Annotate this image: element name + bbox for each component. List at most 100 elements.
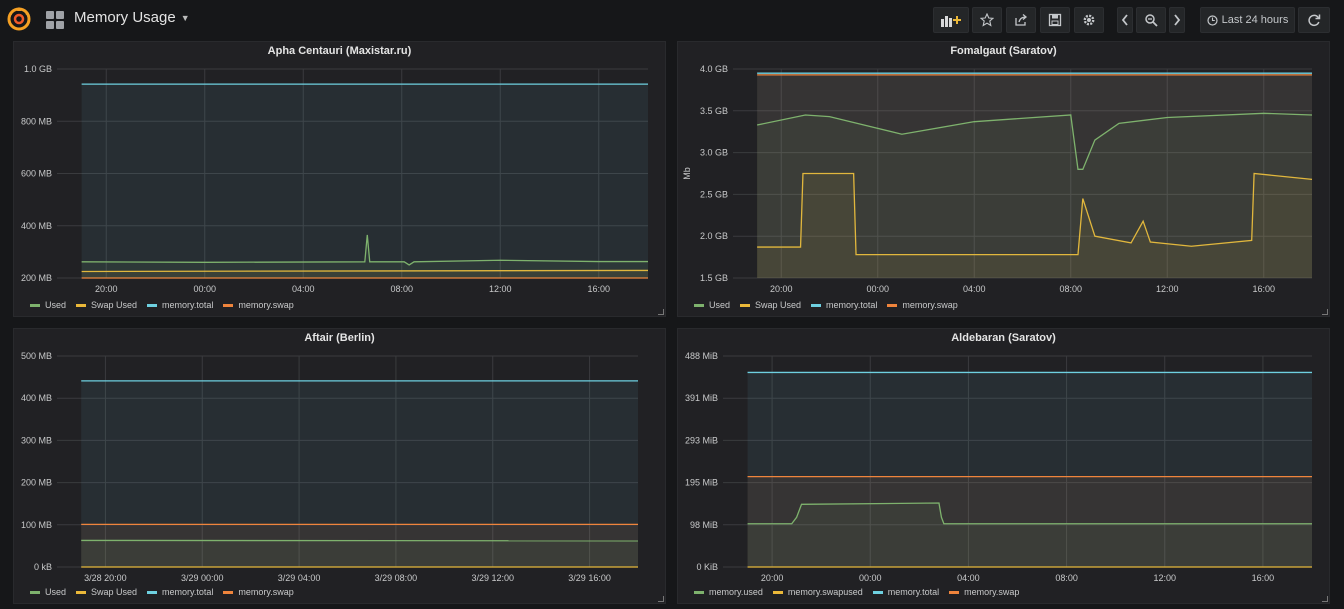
legend-item[interactable]: Swap Used — [740, 300, 801, 310]
series-area — [757, 74, 1312, 278]
legend-item[interactable]: memory.swap — [887, 300, 958, 310]
settings-button[interactable] — [1074, 7, 1104, 33]
x-tick-label: 00:00 — [193, 284, 216, 294]
panel-title[interactable]: Apha Centauri (Maxistar.ru) — [267, 45, 412, 57]
legend-item[interactable]: Used — [30, 300, 66, 310]
y-tick-label: 195 MiB — [685, 478, 718, 488]
x-tick-label: 3/29 00:00 — [181, 573, 224, 583]
graph-chart: 1.0 GB 800 MB 600 MB 400 MB 200 MB 20:00 00:00… — [21, 64, 649, 294]
y-tick-label: 98 MiB — [690, 520, 718, 530]
y-tick-label: 500 MB — [21, 351, 52, 361]
y-tick-label: 2.0 GB — [700, 231, 728, 241]
legend-item[interactable]: memory.total — [872, 587, 940, 597]
resize-handle[interactable] — [658, 596, 664, 602]
series-area — [757, 73, 1312, 279]
legend-swatch — [811, 303, 822, 307]
legend-swatch — [76, 590, 87, 594]
zoom-out-button[interactable] — [1136, 7, 1166, 33]
legend-label: memory.used — [709, 587, 763, 597]
x-tick-label: 16:00 — [587, 284, 610, 294]
x-tick-label: 08:00 — [390, 284, 413, 294]
series-area — [81, 270, 648, 278]
x-tick-label: 3/29 04:00 — [278, 573, 321, 583]
x-tick-label: 12:00 — [1156, 284, 1179, 294]
series-area — [81, 524, 639, 567]
refresh-button[interactable] — [1298, 7, 1330, 33]
x-tick-label: 00:00 — [859, 573, 882, 583]
time-forward-button[interactable] — [1169, 7, 1185, 33]
y-tick-label: 600 MB — [21, 169, 52, 179]
star-icon — [980, 13, 994, 27]
y-axis-label: Mb — [682, 167, 692, 180]
legend-item[interactable]: memory.swap — [223, 300, 294, 310]
graph-chart: 488 MiB 391 MiB 293 MiB 195 MiB 98 MiB 0 KiB 2… — [685, 351, 1312, 583]
graph-panel: Aldebaran (Saratov) 488 MiB 391 MiB 293 Mi… — [677, 328, 1330, 604]
legend-label: memory.total — [887, 587, 940, 597]
dashboard-title-dropdown[interactable]: Memory Usage ▼ — [74, 9, 190, 26]
share-button[interactable] — [1006, 7, 1036, 33]
panel-title[interactable]: Aftair (Berlin) — [304, 332, 375, 344]
legend-item[interactable]: Swap Used — [76, 300, 137, 310]
x-tick-label: 12:00 — [1153, 573, 1176, 583]
graph-chart: 4.0 GB 3.5 GB 3.0 GB 2.5 GB 2.0 GB 1.5 GB 20:0… — [682, 64, 1313, 294]
y-tick-label: 3.0 GB — [700, 148, 728, 158]
time-range-picker[interactable]: Last 24 hours — [1200, 7, 1295, 33]
plot-area — [723, 356, 1312, 567]
gear-icon — [1083, 14, 1095, 26]
save-button[interactable] — [1040, 7, 1070, 33]
legend-item[interactable]: memory.total — [147, 300, 213, 310]
panel-legend: Used Swap Used memory.total memory.swap — [30, 300, 294, 310]
grafana-logo-icon[interactable] — [6, 6, 32, 32]
x-tick-label: 3/28 20:00 — [84, 573, 127, 583]
y-tick-label: 1.0 GB — [24, 64, 52, 74]
x-tick-label: 3/29 08:00 — [375, 573, 418, 583]
y-tick-label: 3.5 GB — [700, 106, 728, 116]
y-tick-label: 0 KiB — [696, 562, 718, 572]
series-area — [747, 476, 1312, 567]
legend-label: memory.swap — [964, 587, 1020, 597]
y-tick-label: 1.5 GB — [700, 273, 728, 283]
legend-label: Used — [45, 300, 67, 310]
x-tick-label: 08:00 — [1055, 573, 1078, 583]
y-tick-label: 400 MB — [21, 393, 52, 403]
y-tick-label: 2.5 GB — [700, 189, 728, 199]
x-tick-label: 20:00 — [770, 284, 793, 294]
star-button[interactable] — [972, 7, 1002, 33]
legend-item[interactable]: Used — [30, 587, 66, 597]
top-navbar: Memory Usage ▼ Last 24 hours — [0, 0, 1344, 38]
legend-item[interactable]: memory.total — [147, 587, 213, 597]
time-back-button[interactable] — [1117, 7, 1133, 33]
dashboards-grid-icon[interactable] — [46, 11, 64, 29]
y-tick-label: 0 kB — [34, 562, 52, 572]
legend-item[interactable]: Used — [694, 300, 730, 310]
share-icon — [1015, 14, 1028, 26]
legend-label: memory.total — [162, 587, 214, 597]
series-area — [757, 173, 1312, 278]
y-tick-label: 800 MB — [21, 116, 52, 126]
y-tick-label: 391 MiB — [685, 393, 718, 403]
legend-item[interactable]: memory.total — [811, 300, 877, 310]
resize-handle[interactable] — [658, 309, 664, 315]
series-line-used — [81, 234, 648, 266]
legend-item[interactable]: Swap Used — [76, 587, 137, 597]
legend-swatch — [740, 303, 751, 307]
save-icon — [1048, 13, 1062, 27]
legend-item[interactable]: memory.swapused — [772, 587, 863, 597]
legend-swatch — [223, 590, 234, 594]
x-tick-label: 16:00 — [1252, 284, 1275, 294]
legend-swatch — [30, 590, 40, 594]
resize-handle[interactable] — [1322, 309, 1328, 315]
legend-swatch — [76, 303, 87, 307]
panel-title[interactable]: Fomalgaut (Saratov) — [950, 45, 1057, 57]
x-tick-label: 16:00 — [1252, 573, 1275, 583]
legend-item[interactable]: memory.swap — [949, 587, 1019, 597]
resize-handle[interactable] — [1322, 596, 1328, 602]
series-area — [757, 113, 1312, 278]
panel-title[interactable]: Aldebaran (Saratov) — [951, 332, 1056, 344]
legend-item[interactable]: memory.swap — [223, 587, 294, 597]
legend-label: Swap Used — [91, 587, 138, 597]
legend-item[interactable]: memory.used — [694, 587, 763, 597]
graph-panel: Apha Centauri (Maxistar.ru) 1.0 GB 800 MB… — [13, 41, 666, 317]
add-panel-button[interactable] — [933, 7, 969, 33]
y-tick-label: 4.0 GB — [700, 64, 728, 74]
